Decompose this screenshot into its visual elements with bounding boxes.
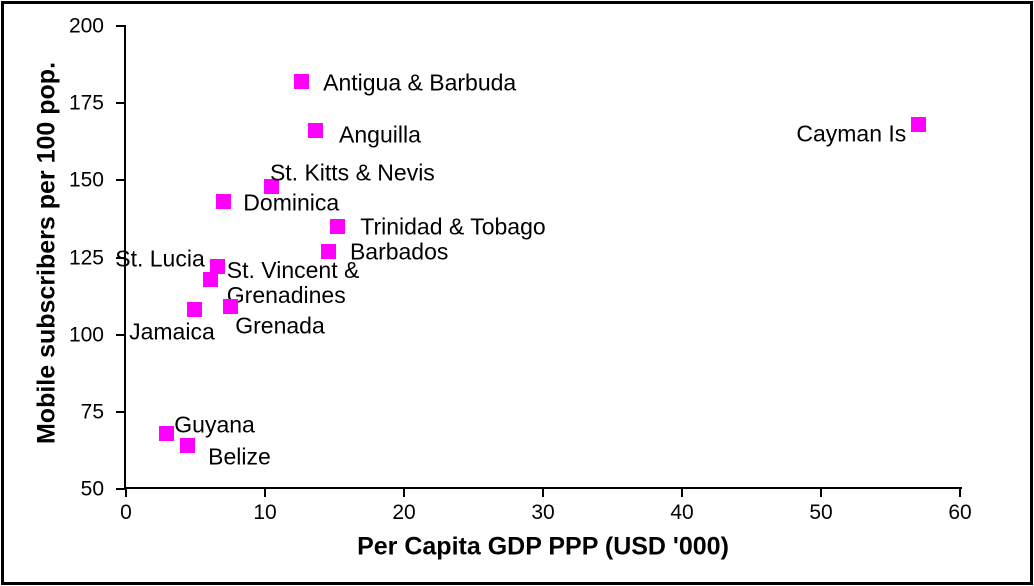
y-tick-label: 75	[80, 400, 104, 424]
y-tick-mark	[116, 102, 126, 105]
data-point-marker	[203, 271, 219, 287]
data-point-marker	[210, 259, 226, 275]
data-point-marker	[222, 299, 238, 315]
data-point-label: Barbados	[349, 238, 449, 265]
x-tick-mark	[403, 489, 405, 497]
y-tick-mark	[116, 179, 126, 182]
data-point-label: St. Vincent & Grenadines	[226, 257, 360, 309]
x-tick-mark	[125, 489, 127, 497]
data-point-label: Dominica	[243, 189, 340, 216]
data-point-marker	[215, 194, 231, 210]
x-tick-mark	[264, 489, 266, 497]
x-tick-label: 40	[670, 501, 694, 524]
y-tick-mark	[116, 25, 126, 27]
data-point-label: Trinidad & Tobago	[360, 213, 546, 240]
x-tick-label: 50	[809, 501, 833, 524]
x-tick-label: 10	[253, 501, 277, 524]
data-point-marker	[307, 123, 323, 139]
x-tick-label: 20	[392, 501, 416, 524]
y-tick-label: 150	[68, 168, 104, 192]
y-tick-label: 50	[80, 477, 104, 501]
y-tick-mark	[116, 256, 126, 259]
data-point-marker	[186, 302, 202, 318]
data-point-label: Belize	[208, 443, 271, 470]
data-point-marker	[179, 438, 195, 454]
data-point-label: St. Kitts & Nevis	[269, 159, 435, 185]
data-point-label: Guyana	[174, 411, 255, 438]
y-tick-label: 200	[68, 14, 104, 38]
x-tick-mark	[542, 489, 544, 497]
data-point-label: Anguilla	[339, 121, 421, 148]
data-point-marker	[293, 74, 309, 90]
x-tick-label: 60	[948, 501, 972, 524]
y-tick-label: 100	[68, 323, 104, 347]
data-point-marker	[329, 219, 345, 235]
data-point-marker	[910, 117, 926, 133]
x-tick-mark	[820, 489, 822, 497]
y-tick-mark	[116, 488, 126, 490]
x-tick-mark	[959, 489, 961, 497]
x-tick-mark	[681, 489, 683, 497]
y-tick-mark	[116, 410, 126, 413]
y-tick-label: 125	[68, 246, 104, 269]
data-point-label: St. Lucia	[115, 245, 205, 272]
x-tick-label: 0	[120, 501, 132, 524]
data-point-marker	[321, 243, 337, 259]
y-tick-label: 175	[68, 91, 104, 115]
data-point-label: Antigua & Barbuda	[323, 69, 517, 96]
data-point-marker	[264, 179, 280, 194]
data-point-marker	[158, 425, 174, 441]
data-point-label: Jamaica	[129, 318, 215, 345]
data-point-label: Grenada	[235, 312, 325, 339]
x-axis-title: Per Capita GDP PPP (USD '000)	[357, 532, 729, 561]
data-point-label: Cayman Is	[796, 120, 907, 147]
x-axis-line	[124, 487, 962, 489]
x-tick-label: 30	[531, 501, 555, 524]
y-tick-mark	[116, 333, 126, 336]
